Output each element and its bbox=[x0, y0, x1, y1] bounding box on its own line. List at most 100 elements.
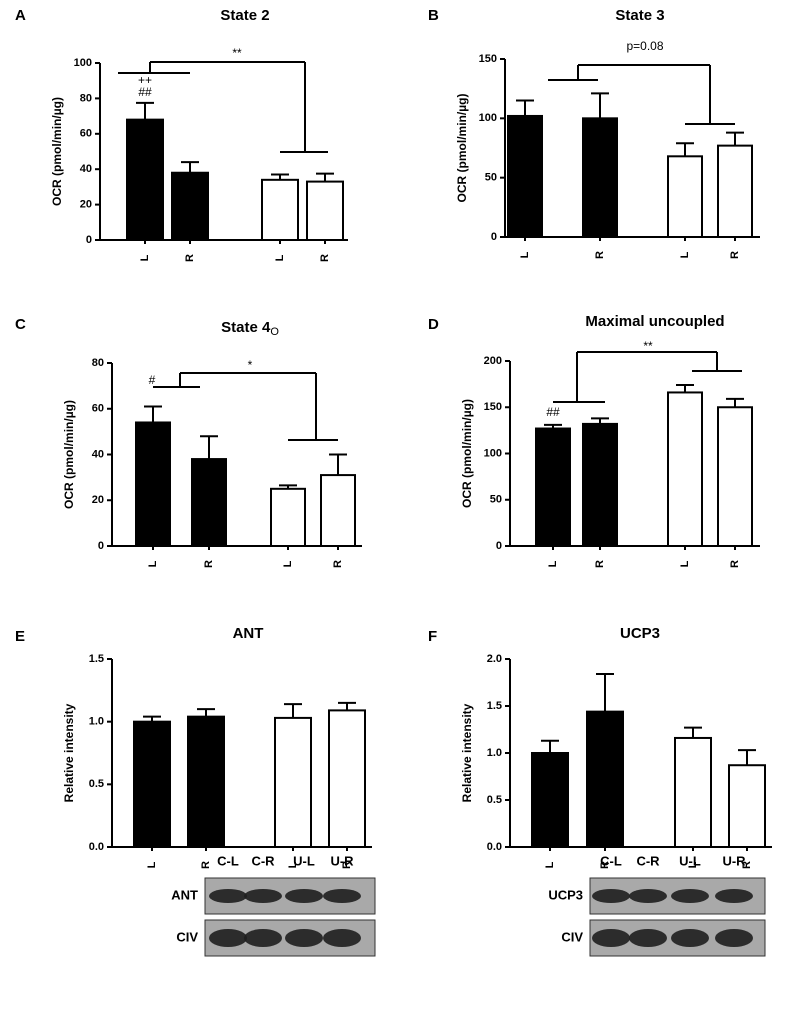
y-tick-label: 0.5 bbox=[487, 794, 502, 806]
blot-band bbox=[671, 889, 709, 903]
bar bbox=[586, 710, 624, 849]
x-tick-label: R bbox=[203, 560, 215, 568]
row-label: CIV bbox=[176, 929, 198, 944]
y-tick-label: 0.5 bbox=[89, 778, 104, 790]
lane-label: C-L bbox=[600, 853, 622, 868]
x-tick-label: R bbox=[741, 861, 753, 869]
blot-band bbox=[629, 889, 667, 903]
y-tick-label: 80 bbox=[80, 92, 92, 104]
blot-band bbox=[285, 889, 323, 903]
chart-title-text: State 4 bbox=[221, 319, 271, 336]
x-tick-label: L bbox=[139, 254, 151, 261]
y-axis-label: OCR (pmol/min/µg) bbox=[455, 94, 469, 203]
chart-title-text: State 2 bbox=[220, 7, 269, 24]
bar bbox=[667, 155, 703, 239]
x-tick-label: R bbox=[184, 254, 196, 262]
x-tick-label: L bbox=[146, 861, 158, 868]
blot-band bbox=[323, 929, 361, 947]
x-tick-label: R bbox=[594, 560, 606, 568]
bar bbox=[261, 178, 299, 242]
chart-title: ANT bbox=[233, 625, 264, 642]
y-axis-label: Relative intensity bbox=[62, 703, 76, 802]
blot-band bbox=[671, 929, 709, 947]
chart-title-subscript: O bbox=[270, 326, 279, 338]
blot-band bbox=[629, 929, 667, 947]
bar bbox=[507, 114, 543, 238]
lane-label: C-R bbox=[636, 853, 660, 868]
y-tick-label: 40 bbox=[92, 448, 104, 460]
annotation: # bbox=[149, 373, 156, 387]
x-tick-label: L bbox=[519, 251, 531, 258]
chart-title: UCP3 bbox=[620, 625, 660, 642]
y-axis-label: Relative intensity bbox=[460, 703, 474, 802]
x-tick-label: L bbox=[287, 861, 299, 868]
y-tick-label: 100 bbox=[479, 112, 497, 124]
lane-label: U-R bbox=[722, 853, 746, 868]
y-tick-label: 0 bbox=[86, 234, 92, 246]
x-tick-label: L bbox=[679, 251, 691, 258]
y-tick-label: 60 bbox=[92, 403, 104, 415]
y-tick-label: 150 bbox=[484, 401, 502, 413]
y-tick-label: 50 bbox=[485, 172, 497, 184]
chart-title-text: State 3 bbox=[615, 7, 664, 24]
annotation: ## bbox=[138, 85, 152, 99]
chart-title-text: ANT bbox=[233, 625, 264, 642]
y-tick-label: 1.0 bbox=[89, 716, 104, 728]
blot-band bbox=[323, 889, 361, 903]
bar bbox=[667, 391, 703, 548]
chart-title-text: Maximal uncoupled bbox=[585, 313, 724, 330]
y-tick-label: 0.0 bbox=[89, 841, 104, 853]
x-tick-label: L bbox=[544, 861, 556, 868]
bar bbox=[717, 144, 753, 238]
bar bbox=[582, 422, 618, 547]
panel-letter: A bbox=[15, 7, 26, 24]
x-tick-label: L bbox=[147, 560, 159, 567]
y-tick-label: 40 bbox=[80, 163, 92, 175]
blot-band bbox=[209, 929, 247, 947]
y-tick-label: 20 bbox=[92, 494, 104, 506]
chart-title: State 2 bbox=[220, 7, 269, 24]
y-axis-label: OCR (pmol/min/µg) bbox=[460, 399, 474, 508]
x-tick-label: R bbox=[200, 861, 212, 869]
x-tick-label: R bbox=[332, 560, 344, 568]
bar bbox=[717, 406, 753, 547]
annotation: ++ bbox=[138, 73, 152, 87]
bar bbox=[135, 421, 171, 548]
row-label: CIV bbox=[561, 929, 583, 944]
row-label: UCP3 bbox=[548, 887, 583, 902]
panel-letter: C bbox=[15, 316, 26, 333]
bar bbox=[191, 458, 227, 548]
bar bbox=[306, 180, 344, 241]
bar bbox=[531, 752, 569, 848]
lane-label: U-L bbox=[679, 853, 701, 868]
chart-title: State 4O bbox=[221, 319, 279, 338]
y-axis-label: OCR (pmol/min/µg) bbox=[62, 400, 76, 509]
panel-letter: E bbox=[15, 628, 25, 645]
chart-title: Maximal uncoupled bbox=[585, 313, 724, 330]
annotation: * bbox=[248, 358, 253, 372]
bar bbox=[270, 487, 306, 547]
bar bbox=[535, 427, 571, 547]
y-tick-label: 20 bbox=[80, 199, 92, 211]
bar bbox=[133, 720, 171, 849]
y-axis-label: OCR (pmol/min/µg) bbox=[50, 97, 64, 206]
x-tick-label: R bbox=[599, 861, 611, 869]
blot-band bbox=[592, 929, 630, 947]
x-tick-label: L bbox=[274, 254, 286, 261]
x-tick-label: R bbox=[729, 251, 741, 259]
lane-label: C-L bbox=[217, 853, 239, 868]
bar bbox=[674, 736, 712, 849]
x-tick-label: R bbox=[341, 861, 353, 869]
x-tick-label: L bbox=[282, 560, 294, 567]
lane-label: C-R bbox=[251, 853, 275, 868]
y-tick-label: 150 bbox=[479, 53, 497, 65]
y-tick-label: 1.5 bbox=[487, 700, 502, 712]
blot-band bbox=[244, 929, 282, 947]
panel-letter: D bbox=[428, 316, 439, 333]
bar bbox=[582, 117, 618, 238]
annotation: ## bbox=[546, 405, 560, 419]
blot-band bbox=[715, 889, 753, 903]
bar bbox=[187, 715, 225, 848]
x-tick-label: L bbox=[547, 560, 559, 567]
blot-band bbox=[209, 889, 247, 903]
